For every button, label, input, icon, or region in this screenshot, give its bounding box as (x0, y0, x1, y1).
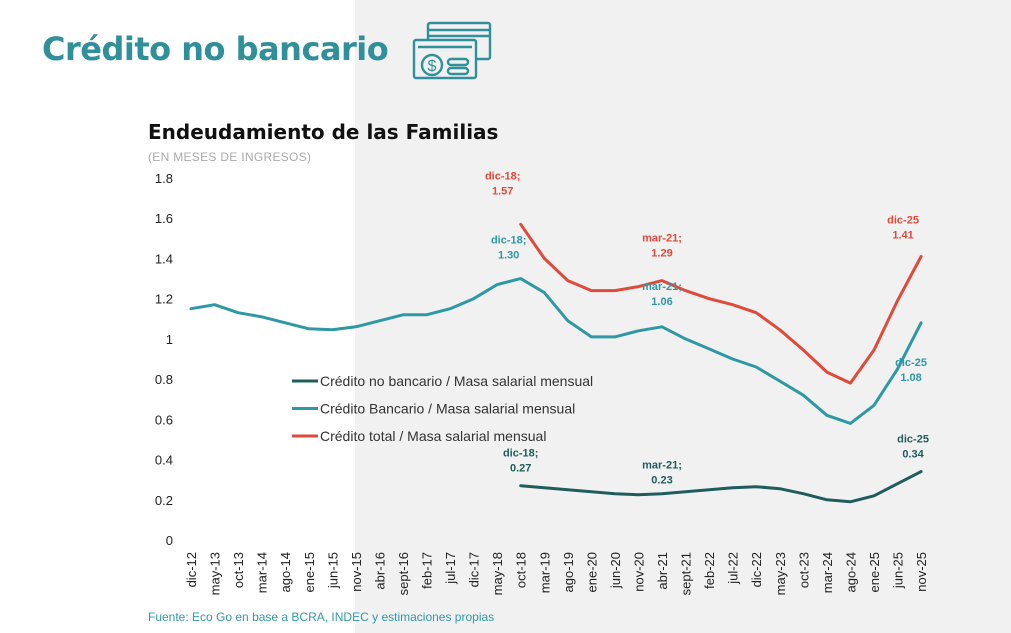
x-tick-label: abr-16 (372, 552, 387, 590)
x-tick-label: mar-24 (820, 552, 835, 593)
chart-subtitle: (EN MESES DE INGRESOS) (148, 150, 312, 164)
data-label: 0.27 (510, 463, 531, 475)
x-tick-label: feb-17 (420, 552, 435, 589)
x-tick-label: jul-17 (443, 552, 458, 585)
data-label: dic-18; (491, 235, 526, 247)
page-title: Crédito no bancario (42, 30, 389, 68)
x-tick-label: sept-21 (679, 552, 694, 595)
data-label: dic-18; (503, 448, 538, 460)
chart-title: Endeudamiento de las Familias (148, 120, 499, 144)
y-tick-label: 1.8 (155, 171, 173, 186)
x-tick-label: dic-17 (467, 552, 482, 587)
credit-card-dollar-icon: $ (410, 20, 496, 87)
series-line-1 (189, 277, 923, 425)
source-note: Fuente: Eco Go en base a BCRA, INDEC y e… (148, 610, 495, 624)
data-label: 1.06 (651, 296, 672, 308)
data-label: 1.08 (900, 372, 921, 384)
y-tick-label: 0.6 (155, 412, 173, 427)
x-tick-label: nov-20 (631, 552, 646, 592)
x-tick-label: dic-12 (184, 552, 199, 587)
data-label: mar-21; (642, 233, 682, 245)
x-tick-label: jun-20 (608, 552, 623, 589)
y-tick-label: 0 (166, 533, 173, 548)
y-tick-label: 1.2 (155, 292, 173, 307)
y-tick-label: 1.4 (155, 251, 173, 266)
series-line-2 (519, 222, 923, 385)
data-label: dic-25 (887, 214, 919, 226)
x-tick-label: ene-20 (584, 552, 599, 592)
data-label: mar-21; (642, 281, 682, 293)
data-label: 0.34 (902, 449, 924, 461)
data-label: 0.23 (651, 475, 672, 487)
data-label: mar-21; (642, 460, 682, 472)
x-tick-label: oct-18 (514, 552, 529, 588)
legend-label: Crédito no bancario / Masa salarial mens… (320, 373, 593, 389)
data-label: dic-25 (895, 357, 927, 369)
x-tick-label: jun-15 (325, 552, 340, 589)
x-tick-label: jun-25 (891, 552, 906, 589)
x-tick-label: ene-15 (302, 552, 317, 592)
x-tick-label: ago-14 (278, 552, 293, 592)
data-label: 1.57 (492, 185, 513, 197)
x-tick-label: feb-22 (702, 552, 717, 589)
x-tick-label: mar-19 (537, 552, 552, 593)
y-tick-label: 0.2 (155, 493, 173, 508)
x-tick-label: ene-25 (867, 552, 882, 592)
data-label: 1.29 (651, 248, 672, 260)
legend-label: Crédito total / Masa salarial mensual (320, 428, 546, 444)
y-tick-label: 0.4 (155, 453, 173, 468)
x-tick-label: ago-19 (561, 552, 576, 592)
x-tick-label: dic-22 (749, 552, 764, 587)
y-tick-label: 1 (166, 332, 173, 347)
data-label: 1.41 (892, 229, 913, 241)
x-tick-label: nov-15 (349, 552, 364, 592)
x-tick-label: mar-14 (255, 552, 270, 593)
x-tick-label: may-18 (490, 552, 505, 595)
x-tick-label: may-13 (208, 552, 223, 595)
data-label: dic-25 (897, 434, 929, 446)
x-tick-label: jul-22 (726, 552, 741, 585)
x-tick-label: oct-23 (796, 552, 811, 588)
x-tick-label: may-23 (773, 552, 788, 595)
x-tick-label: sept-16 (396, 552, 411, 595)
x-tick-label: abr-21 (655, 552, 670, 590)
y-tick-label: 1.6 (155, 211, 173, 226)
legend-label: Crédito Bancario / Masa salarial mensual (320, 401, 575, 417)
data-label: dic-18; (485, 170, 520, 182)
y-tick-label: 0.8 (155, 372, 173, 387)
x-tick-label: ago-24 (843, 552, 858, 592)
series-line-0 (519, 470, 923, 504)
x-tick-label: oct-13 (231, 552, 246, 588)
data-label: 1.30 (498, 250, 519, 262)
x-tick-label: nov-25 (914, 552, 929, 592)
svg-text:$: $ (428, 58, 437, 75)
background-panel (355, 0, 1011, 633)
